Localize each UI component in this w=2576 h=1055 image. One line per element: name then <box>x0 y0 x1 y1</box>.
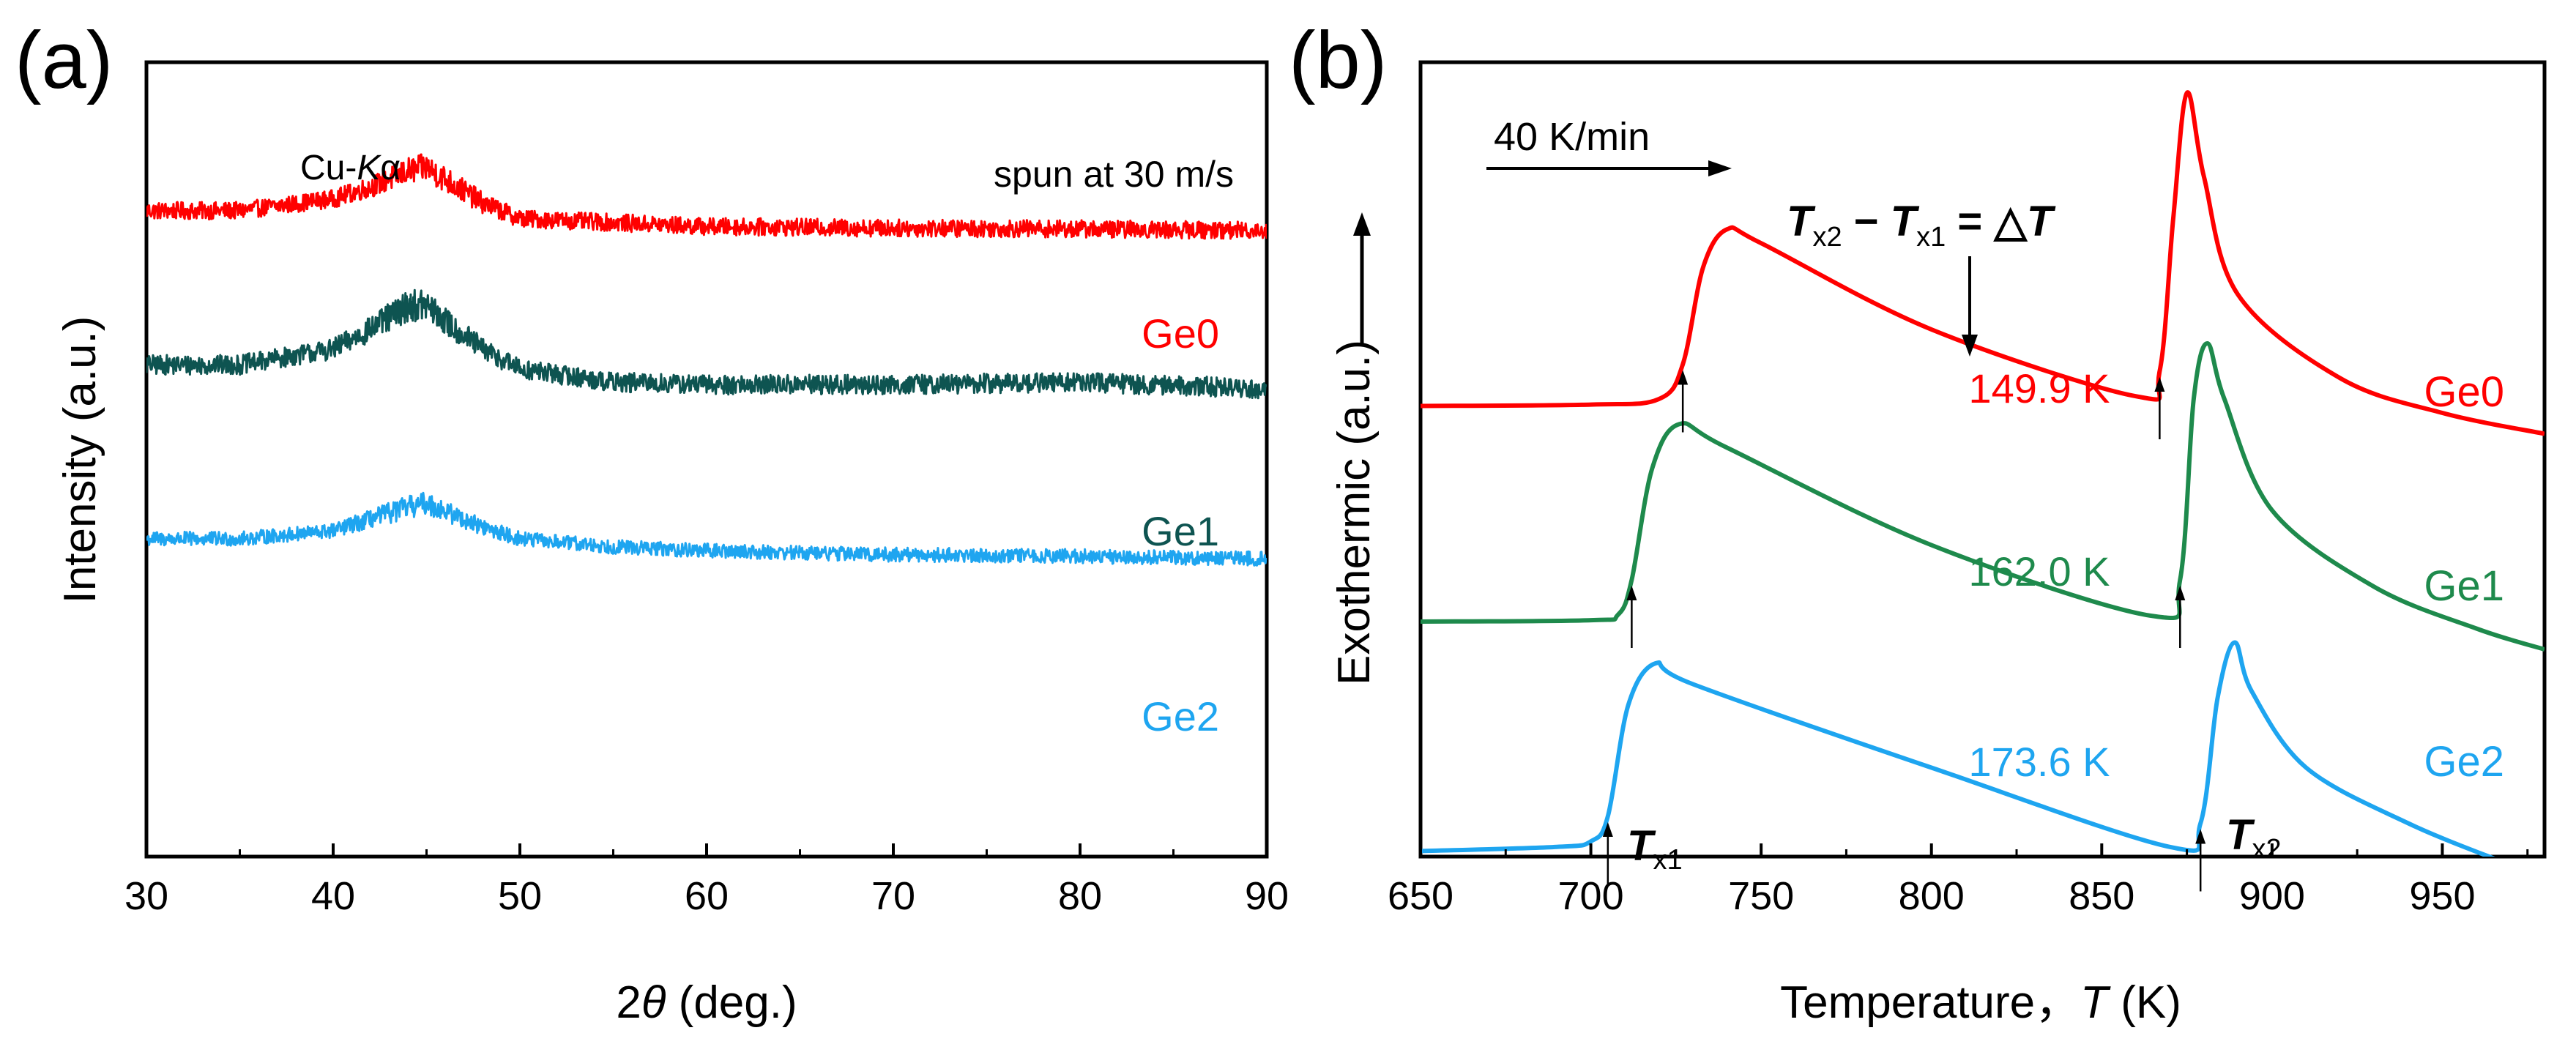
tx2-label: Tx2 <box>2226 811 2282 865</box>
panel-b-y-axis-label: Exothermic (a.u.) <box>1329 340 1380 685</box>
panel-a-series-labels: Ge0 Ge1 Ge2 <box>1142 310 1219 739</box>
formula-tx2-symbol: T <box>1787 198 1816 245</box>
panel-b-crystallization-markers <box>1602 370 2206 892</box>
formula-t-symbol: T <box>2027 198 2056 245</box>
panel-a-x-label-suffix: (deg.) <box>666 977 797 1028</box>
tx2-marker-head-ge1 <box>2175 586 2186 600</box>
panel-b-x-label-text: Temperature， <box>1780 977 2080 1028</box>
panel-b-x-label-symbol: T <box>2080 977 2111 1028</box>
panel-b-series-labels: 149.9 K Ge0 162.0 K Ge1 173.6 K Ge2 <box>1968 365 2504 786</box>
panel-b-x-tick-label: 900 <box>2239 874 2305 918</box>
tx2-symbol: T <box>2226 811 2255 859</box>
panel-a-series <box>146 153 1267 567</box>
tx1-marker-head-ge0 <box>1678 370 1689 385</box>
tx1-subscript: x1 <box>1653 845 1682 876</box>
panel-a-x-tick-label: 70 <box>871 874 915 918</box>
panel-b-x-tick-label: 700 <box>1558 874 1624 918</box>
series-label-a-ge0: Ge0 <box>1142 310 1219 357</box>
series-label-a-ge1: Ge1 <box>1142 508 1219 554</box>
heating-rate-label: 40 K/min <box>1494 115 1650 159</box>
panel-a-y-axis-label: Intensity (a.u.) <box>55 316 105 604</box>
dsc-curve-ge1 <box>1421 341 2545 652</box>
xrd-pattern-ge2 <box>146 491 1267 567</box>
panel-a-condition-annotation: spun at 30 m/s <box>994 154 1234 195</box>
panel-a-x-tick-label: 40 <box>311 874 355 918</box>
panel-a-x-tick-label: 80 <box>1058 874 1102 918</box>
panel-b-x-tick-label: 950 <box>2409 874 2475 918</box>
panel-b-x-axis-label: Temperature，T (K) <box>1780 977 2181 1028</box>
formula-minus: − <box>1842 198 1891 245</box>
radiation-italic: K <box>357 149 381 187</box>
xrd-pattern-ge0 <box>146 153 1267 240</box>
tx2-marker-head-ge0 <box>2154 377 2165 392</box>
heating-rate-arrow-head <box>1708 160 1732 176</box>
panel-b-frame <box>1418 60 2547 859</box>
panel-a: (a) 30 40 50 60 70 80 90 2θ (deg.) Intensity (… <box>15 15 1289 1028</box>
panel-a-radiation-annotation: Cu-Kα <box>300 149 401 187</box>
tx2-subscript: x2 <box>2252 834 2281 865</box>
panel-a-x-axis-label: 2θ (deg.) <box>616 977 797 1028</box>
formula-equals-delta: = △ <box>1946 198 2028 245</box>
panel-b-x-tick-label: 650 <box>1388 874 1453 918</box>
panel-b-x-ticks: 650 700 750 800 850 900 950 <box>1388 843 2529 918</box>
delta-t-value-ge1: 162.0 K <box>1968 548 2110 594</box>
series-label-a-ge2: Ge2 <box>1142 693 1219 739</box>
xrd-pattern-ge1 <box>146 288 1267 400</box>
panel-b: (b) 650 700 750 800 850 900 950 Temperature，T … <box>1289 15 2547 1028</box>
panel-a-x-tick-label: 30 <box>124 874 168 918</box>
tx1-label: Tx1 <box>1627 822 1683 876</box>
panel-b-y-axis-arrow-head <box>1353 212 1371 236</box>
panel-b-x-tick-label: 800 <box>1899 874 1965 918</box>
radiation-suffix: α <box>380 149 401 187</box>
delta-t-value-ge2: 173.6 K <box>1968 739 2110 785</box>
panel-a-x-tick-label: 60 <box>685 874 729 918</box>
delta-t-pointer-head <box>1962 335 1978 357</box>
formula-tx2-subscript: x2 <box>1812 222 1842 253</box>
tx1-marker-head-ge2 <box>1602 822 1613 837</box>
formula-tx1-symbol: T <box>1891 198 1920 245</box>
delta-t-formula: Tx2 − Tx1 = △T <box>1787 198 2056 253</box>
panel-a-x-ticks: 30 40 50 60 70 80 90 <box>124 843 1289 918</box>
panel-a-x-label-symbol: θ <box>641 977 666 1028</box>
panel-a-x-label-prefix: 2 <box>616 977 641 1028</box>
panel-b-label: (b) <box>1289 15 1387 105</box>
dsc-curve-ge2 <box>1421 640 2495 857</box>
series-label-b-ge2: Ge2 <box>2424 738 2504 786</box>
formula-tx1-subscript: x1 <box>1916 222 1946 253</box>
dsc-curve-ge0 <box>1421 90 2545 436</box>
panel-b-x-label-unit: (K) <box>2108 977 2181 1028</box>
panel-a-label: (a) <box>15 15 113 105</box>
tx1-marker-head-ge1 <box>1626 586 1637 600</box>
tx1-symbol: T <box>1627 822 1656 870</box>
delta-t-value-ge0: 149.9 K <box>1968 365 2110 411</box>
panel-b-series <box>1421 90 2545 857</box>
series-label-b-ge0: Ge0 <box>2424 368 2504 416</box>
panel-a-x-tick-label: 90 <box>1245 874 1289 918</box>
panel-a-x-tick-label: 50 <box>498 874 542 918</box>
series-label-b-ge1: Ge1 <box>2424 562 2504 610</box>
panel-b-x-tick-label: 850 <box>2069 874 2134 918</box>
tx2-marker-head-ge2 <box>2195 829 2206 844</box>
panel-b-x-tick-label: 750 <box>1728 874 1794 918</box>
radiation-prefix: Cu- <box>300 149 357 187</box>
